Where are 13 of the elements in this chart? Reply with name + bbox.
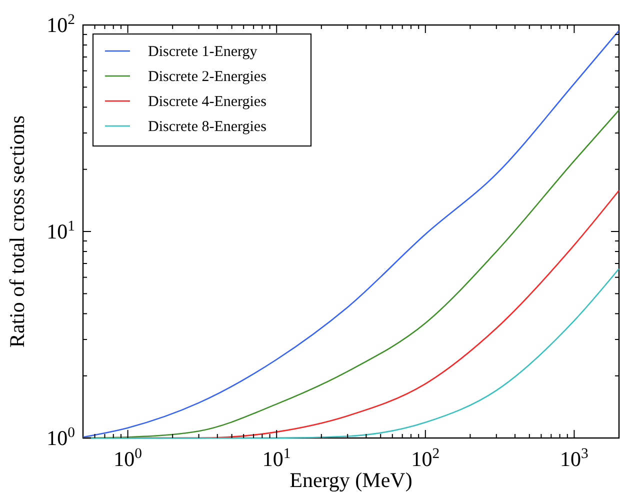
legend-label: Discrete 1-Energy (148, 44, 258, 60)
y-axis-title: Ratio of total cross sections (5, 115, 29, 348)
legend-label: Discrete 4-Energies (148, 94, 267, 110)
x-tick-label: 10$^{3}$ (560, 446, 588, 471)
y-tick-label: 10$^{1}$ (46, 218, 75, 244)
x-tick-label: 10$^{0}$ (114, 446, 142, 471)
x-tick-label: 10$^{2}$ (411, 446, 440, 471)
legend-label: Discrete 8-Energies (148, 119, 267, 135)
y-tick-label: 10$^{0}$ (46, 425, 75, 450)
x-axis-title: Energy (MeV) (290, 468, 412, 492)
x-tick-label: 10$^{1}$ (262, 446, 291, 471)
legend-label: Discrete 2-Energies (148, 69, 267, 85)
y-tick-label: 10$^{2}$ (46, 12, 75, 37)
